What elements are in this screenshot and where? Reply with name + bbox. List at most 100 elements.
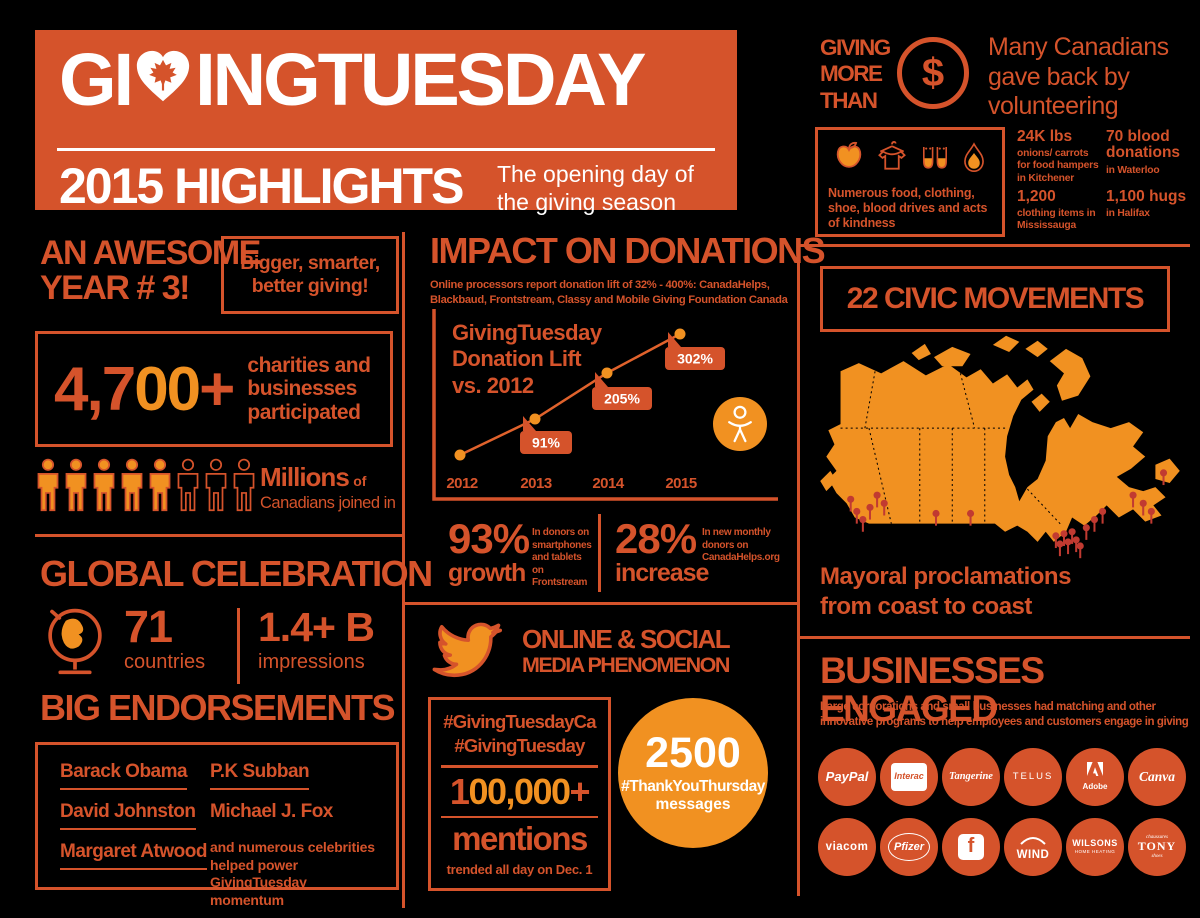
endorser-name: David Johnston xyxy=(60,801,196,830)
businesses-subtitle: Large corporations and small businesses … xyxy=(820,701,1189,728)
svg-text:302%: 302% xyxy=(677,351,713,367)
person-filled-icon xyxy=(147,456,173,521)
charities-label: charities and businesses participated xyxy=(247,354,371,424)
endorsements-box: Barack Obama David Johnston Margaret Atw… xyxy=(35,742,399,908)
drives-note: Numerous food, clothing, shoe, blood dri… xyxy=(828,186,988,230)
heart-maple-leaf-icon xyxy=(132,46,194,120)
growth-stat-detail: In donors on smartphones and tablets on … xyxy=(532,527,592,588)
donation-lift-badge-2014: 205% xyxy=(592,372,652,410)
endorsements-note: and numerous celebrities helped power Gi… xyxy=(210,839,375,908)
blood-drop-icon xyxy=(960,140,988,181)
social-title: ONLINE & SOCIAL MEDIA PHENOMENON xyxy=(522,624,731,677)
divider-right-bottom xyxy=(797,636,1190,639)
logo-paypal: PayPal xyxy=(818,748,876,806)
donation-lift-badge-2015: 302% xyxy=(665,332,725,370)
logo-facebook: f xyxy=(942,818,1000,876)
stat-mississauga: 1,200 clothing items in Mississauga xyxy=(1017,188,1103,233)
person-filled-icon xyxy=(35,456,61,521)
hashtag-rule-top xyxy=(441,765,598,768)
divider-right-top xyxy=(797,244,1190,247)
chart-point-2014 xyxy=(601,367,613,379)
logo-tony: chaussures TONY shoes xyxy=(1128,818,1186,876)
charities-count: 4,700+ xyxy=(54,354,235,424)
stat-value: 70 blood donations xyxy=(1106,128,1181,162)
impact-subtitle: Online processors report donation lift o… xyxy=(430,279,788,306)
stat-detail: in Waterloo xyxy=(1106,164,1160,176)
logo-tangerine: Tangerine xyxy=(942,748,1000,806)
charities-count-highlight: 00 xyxy=(134,354,201,424)
logo-interac: Interac xyxy=(880,748,938,806)
logo-pfizer: Pfizer xyxy=(880,818,938,876)
stat-value: 1,100 hugs xyxy=(1106,188,1187,205)
chart-point-2013 xyxy=(529,413,541,425)
tshirt-icon xyxy=(874,138,910,181)
apple-icon xyxy=(833,140,865,181)
svg-text:205%: 205% xyxy=(604,391,640,407)
big-endorsements-title: BIG ENDORSEMENTS xyxy=(40,687,396,728)
stat-kitchener: 24K lbs onions/ carrots for food hampers… xyxy=(1017,128,1103,185)
adobe-a-icon xyxy=(1087,762,1103,781)
growth-stat: 93% growth xyxy=(448,515,530,587)
brand-suffix: INGTUESDAY xyxy=(195,38,646,121)
hashtag-box: #GivingTuesdayCa #GivingTuesday 100,000+… xyxy=(428,697,611,891)
logo-canva: Canva xyxy=(1128,748,1186,806)
stat-value: 24K lbs xyxy=(1017,128,1073,145)
civic-movements-box: 22 CIVIC MOVEMENTS xyxy=(820,266,1170,332)
bubble-word: messages xyxy=(655,796,731,813)
chart-line xyxy=(459,332,681,457)
chart-axes xyxy=(432,309,778,501)
logo-wilsons: WILSONS HOME HEATING xyxy=(1066,818,1124,876)
crowd-icons xyxy=(35,456,257,521)
mentions-word: mentions xyxy=(452,820,588,858)
x-tick-2014: 2014 xyxy=(592,475,625,492)
wind-swoosh-icon xyxy=(1020,832,1046,850)
businesses-title: BUSINESSES ENGAGED xyxy=(820,650,1045,729)
stat-detail: clothing items in Mississauga xyxy=(1017,208,1096,232)
x-tick-2015: 2015 xyxy=(665,475,697,492)
endorser-name: Michael J. Fox xyxy=(210,801,333,822)
canada-map xyxy=(806,330,1194,575)
charities-stat-box: 4,700+ charities and businesses particip… xyxy=(35,331,393,447)
person-filled-icon xyxy=(119,456,145,521)
logo-adobe: Adobe xyxy=(1066,748,1124,806)
chart-label: GivingTuesday Donation Lift vs. 2012 xyxy=(452,320,602,398)
header-tagline: The opening day of the giving season xyxy=(497,161,694,215)
countries-stat: 71 countries xyxy=(124,601,206,673)
shoes-icon xyxy=(919,142,951,181)
impressions-stat: 1.4+ B impressions xyxy=(258,604,375,674)
stat-waterloo: 70 blood donations in Waterloo xyxy=(1106,128,1194,177)
divider-vertical-right xyxy=(797,244,800,896)
endorser-name: Margaret Atwood xyxy=(60,841,207,870)
endorser-name: Barack Obama xyxy=(60,761,188,790)
page-title: 2015 HIGHLIGHTS xyxy=(59,158,464,214)
drives-box: Numerous food, clothing, shoe, blood dri… xyxy=(815,127,1005,237)
logo-viacom: viacom xyxy=(818,818,876,876)
person-filled-icon xyxy=(91,456,117,521)
svg-text:91%: 91% xyxy=(532,435,561,451)
divider-left-column xyxy=(35,534,402,537)
endorser-name: P.K Subban xyxy=(210,761,310,790)
divider-middle-column xyxy=(402,602,797,605)
hashtag-main: #GivingTuesday xyxy=(454,734,585,756)
divider-growth-stats xyxy=(598,514,601,592)
person-outline-icon xyxy=(203,456,229,521)
impact-title: IMPACT ON DONATIONS xyxy=(430,230,826,271)
volunteering-headline: Many Canadians gave back by volunteering xyxy=(988,33,1169,120)
mentions-note: trended all day on Dec. 1 xyxy=(446,861,593,877)
awesome-year-title: AN AWESOME YEAR # 3! xyxy=(40,234,261,307)
hashtag-rule-bottom xyxy=(441,815,598,819)
stat-detail: in Halifax xyxy=(1106,208,1150,220)
person-figure-icon xyxy=(713,397,767,456)
mentions-count: 100,000+ xyxy=(449,770,591,812)
header-banner: GI INGTUESDAY 2015 HIGHLIGHTS The openin… xyxy=(35,30,737,215)
giving-more-than-label: GIVING MORE THAN xyxy=(820,35,891,113)
donation-lift-chart-svg: 91% 205% 302% 2012 2013 2014 2015 xyxy=(432,309,778,501)
brand-prefix: GI xyxy=(59,38,134,121)
drives-icons xyxy=(828,138,992,181)
donation-lift-badge-2013: 91% xyxy=(520,416,572,454)
millions-word: Millions xyxy=(260,462,350,492)
bubble-value: 2500 xyxy=(645,729,741,777)
global-celebration-title: GLOBAL CELEBRATION xyxy=(40,553,433,594)
brand-logo: GI INGTUESDAY xyxy=(59,38,647,121)
